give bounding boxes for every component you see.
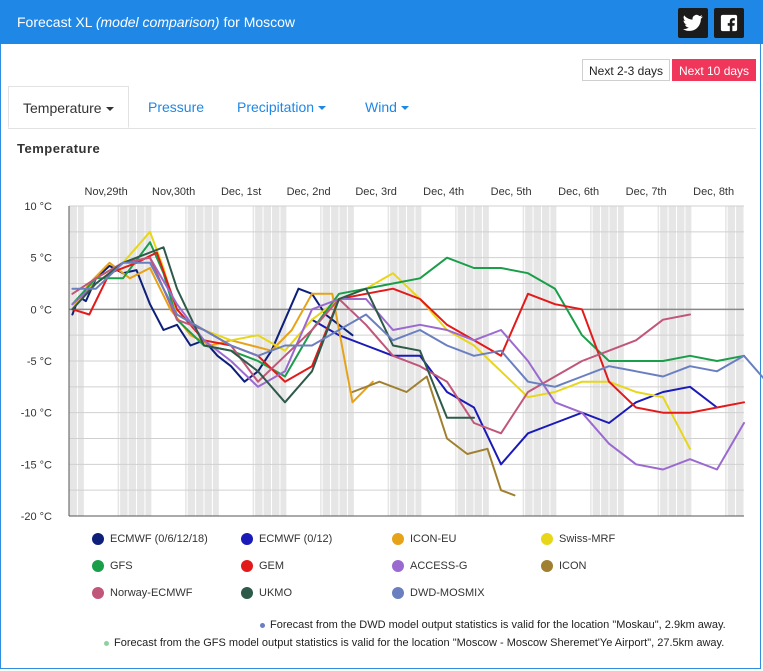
tab-bar: Temperature Pressure Precipitation Wind: [8, 86, 756, 129]
chevron-down-icon: [400, 106, 409, 111]
legend-dot-icon: [92, 533, 104, 545]
series-line-gem: [71, 251, 745, 414]
next-2-3-days-button[interactable]: Next 2-3 days: [582, 59, 671, 81]
twitter-icon: [683, 14, 703, 31]
x-tick-label: Dec, 5th: [491, 186, 532, 198]
temperature-chart: 10 °C 5 °C 0 °C -5 °C -10 °C -15 °C -20 °C Nov,…: [21, 186, 763, 523]
x-tick-label: Dec, 1st: [221, 186, 261, 198]
title-suffix: for Moscow: [219, 14, 296, 30]
legend-item[interactable]: ECMWF (0/12): [241, 532, 332, 546]
legend-dot-icon: [392, 560, 404, 572]
title-prefix: Forecast XL: [17, 14, 96, 30]
x-tick-label: Dec, 4th: [423, 186, 464, 198]
gfs-dot-icon: [104, 640, 109, 646]
y-tick-label: 5 °C: [30, 253, 52, 265]
dwd-note-text: Forecast from the DWD model output stati…: [270, 619, 726, 631]
series-line-norway-ecmwf: [71, 256, 691, 435]
x-tick-label: Nov,29th: [85, 186, 128, 198]
legend-item[interactable]: Swiss-MRF: [541, 532, 615, 546]
legend-dot-icon: [241, 560, 253, 572]
dwd-note: Forecast from the DWD model output stati…: [260, 619, 726, 631]
twitter-share-button[interactable]: [678, 8, 708, 38]
page-title: Forecast XL (model comparison) for Mosco…: [17, 14, 295, 30]
y-tick-label: -10 °C: [21, 408, 52, 420]
legend-item[interactable]: GEM: [241, 559, 284, 573]
chevron-down-icon: [105, 107, 114, 112]
legend-label: ICON-EU: [410, 533, 457, 545]
legend-item[interactable]: ICON: [541, 559, 587, 573]
legend-label: ECMWF (0/6/12/18): [110, 533, 208, 545]
tab-wind-label: Wind: [365, 99, 397, 115]
legend-label: DWD-MOSMIX: [410, 587, 485, 599]
legend-item[interactable]: ICON-EU: [392, 532, 456, 546]
y-tick-label: -20 °C: [21, 511, 52, 523]
x-tick-label: Dec, 6th: [558, 186, 599, 198]
x-tick-label: Dec, 8th: [693, 186, 734, 198]
x-tick-label: Dec, 7th: [626, 186, 667, 198]
facebook-icon: [720, 14, 738, 32]
y-tick-label: 10 °C: [24, 201, 52, 213]
series-line-icon: [351, 375, 516, 497]
x-tick-label: Dec, 2nd: [287, 186, 331, 198]
tab-precipitation[interactable]: Precipitation: [237, 86, 327, 128]
series-line-ecmwf-0-12-: [311, 318, 718, 466]
legend-label: GEM: [259, 560, 285, 572]
legend-dot-icon: [392, 587, 404, 599]
y-tick-label: -15 °C: [21, 459, 52, 471]
series-line-access-g: [71, 256, 745, 471]
x-tick-label: Dec, 3rd: [355, 186, 397, 198]
legend-label: ICON: [559, 560, 587, 572]
section-title: Temperature: [17, 141, 101, 156]
series-line-ukmo: [71, 246, 475, 419]
legend-item[interactable]: Norway-ECMWF: [92, 586, 193, 600]
tab-pressure-label: Pressure: [148, 99, 205, 115]
legend-item[interactable]: DWD-MOSMIX: [392, 586, 485, 600]
tab-pressure[interactable]: Pressure: [148, 86, 204, 128]
legend-dot-icon: [92, 587, 104, 599]
legend-dot-icon: [541, 533, 553, 545]
header-bar: Forecast XL (model comparison) for Mosco…: [0, 0, 763, 44]
x-tick-label: Nov,30th: [152, 186, 195, 198]
series-line-dwd-mosmix: [71, 261, 763, 388]
tab-temperature-label: Temperature: [23, 100, 102, 116]
legend-item[interactable]: ACCESS-G: [392, 559, 467, 573]
next-10-days-button[interactable]: Next 10 days: [672, 59, 757, 81]
dwd-dot-icon: [260, 622, 265, 628]
legend-item[interactable]: GFS: [92, 559, 133, 573]
legend-item[interactable]: ECMWF (0/6/12/18): [92, 532, 208, 546]
legend-dot-icon: [541, 560, 553, 572]
gfs-note-text: Forecast from the GFS model output stati…: [114, 637, 725, 649]
legend-label: ACCESS-G: [410, 560, 468, 572]
tab-precipitation-label: Precipitation: [237, 99, 315, 115]
legend-dot-icon: [92, 560, 104, 572]
y-tick-label: -5 °C: [27, 356, 52, 368]
legend-label: Norway-ECMWF: [110, 587, 193, 599]
legend-label: UKMO: [259, 587, 292, 599]
legend-label: GFS: [110, 560, 133, 572]
facebook-share-button[interactable]: [714, 8, 744, 38]
legend-dot-icon: [241, 533, 253, 545]
tab-wind[interactable]: Wind: [365, 86, 409, 128]
legend-dot-icon: [392, 533, 404, 545]
legend-item[interactable]: UKMO: [241, 586, 292, 600]
chevron-down-icon: [318, 106, 327, 111]
legend-label: Swiss-MRF: [559, 533, 616, 545]
tab-temperature[interactable]: Temperature: [8, 86, 129, 128]
chart-legend: ECMWF (0/6/12/18) ECMWF (0/12) ICON-EU Swis…: [0, 528, 763, 608]
gfs-note: Forecast from the GFS model output stati…: [104, 637, 724, 649]
legend-label: ECMWF (0/12): [259, 533, 333, 545]
title-italic: (model comparison): [95, 14, 220, 30]
legend-dot-icon: [241, 587, 253, 599]
y-tick-label: 0 °C: [30, 304, 52, 316]
